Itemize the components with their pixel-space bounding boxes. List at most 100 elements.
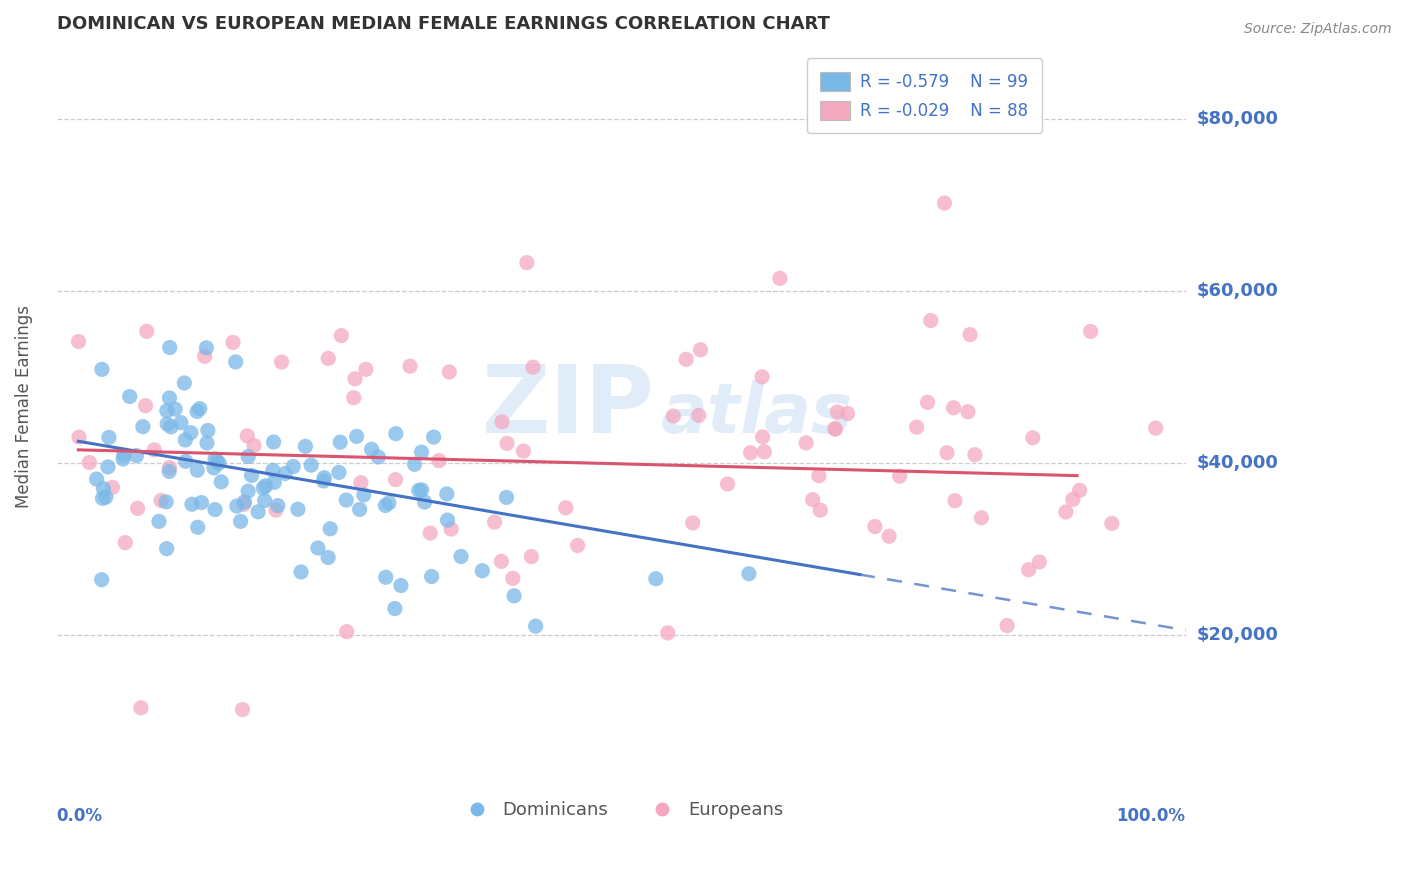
Dominicans [148, 515, 170, 529]
Europeans [936, 446, 959, 460]
Europeans [330, 328, 353, 343]
Europeans [837, 407, 859, 421]
Europeans [350, 475, 373, 490]
Dominicans [436, 513, 458, 527]
Europeans [67, 430, 90, 444]
Europeans [1080, 325, 1102, 339]
Europeans [827, 405, 849, 419]
Europeans [688, 409, 710, 423]
Dominicans [413, 495, 436, 509]
Dominicans [262, 463, 284, 477]
Europeans [129, 700, 152, 714]
Europeans [343, 391, 366, 405]
Dominicans [294, 439, 316, 453]
Dominicans [159, 341, 181, 355]
Dominicans [450, 549, 472, 564]
Dominicans [307, 541, 329, 555]
Dominicans [208, 456, 231, 470]
Dominicans [155, 495, 177, 509]
Dominicans [267, 499, 290, 513]
Europeans [554, 500, 576, 515]
Text: $60,000: $60,000 [1197, 282, 1279, 300]
Europeans [942, 401, 965, 415]
Europeans [67, 334, 90, 349]
Europeans [150, 493, 173, 508]
Europeans [484, 515, 506, 529]
Dominicans [209, 475, 232, 489]
Dominicans [94, 490, 117, 504]
Europeans [662, 409, 685, 423]
Dominicans [240, 468, 263, 483]
Europeans [943, 493, 966, 508]
Europeans [264, 503, 287, 517]
Europeans [516, 255, 538, 269]
Europeans [135, 325, 157, 339]
Dominicans [238, 450, 260, 464]
Dominicans [247, 505, 270, 519]
Dominicans [118, 390, 141, 404]
Europeans [863, 519, 886, 533]
Dominicans [195, 436, 218, 450]
Dominicans [187, 520, 209, 534]
Dominicans [188, 401, 211, 416]
Europeans [1022, 431, 1045, 445]
Dominicans [125, 449, 148, 463]
Europeans [520, 549, 543, 564]
Europeans [995, 618, 1018, 632]
Dominicans [156, 403, 179, 417]
Text: ZIP: ZIP [482, 361, 655, 453]
Europeans [824, 422, 846, 436]
Dominicans [252, 481, 274, 495]
Europeans [657, 626, 679, 640]
Europeans [801, 492, 824, 507]
Dominicans [299, 458, 322, 472]
Dominicans [360, 442, 382, 457]
Europeans [1054, 505, 1077, 519]
Dominicans [346, 429, 368, 443]
Dominicans [97, 430, 120, 444]
Europeans [963, 448, 986, 462]
Dominicans [86, 472, 108, 486]
Dominicans [254, 479, 277, 493]
Dominicans [316, 550, 339, 565]
Dominicans [93, 482, 115, 496]
Europeans [384, 473, 406, 487]
Europeans [399, 359, 422, 374]
Europeans [682, 516, 704, 530]
Dominicans [132, 419, 155, 434]
Text: $80,000: $80,000 [1197, 110, 1279, 128]
Europeans [114, 535, 136, 549]
Dominicans [389, 578, 412, 592]
Dominicans [335, 493, 357, 508]
Dominicans [328, 466, 350, 480]
Dominicans [90, 362, 112, 376]
Dominicans [263, 435, 285, 450]
Europeans [567, 539, 589, 553]
Europeans [233, 497, 256, 511]
Dominicans [229, 515, 252, 529]
Europeans [905, 420, 928, 434]
Text: 100.0%: 100.0% [1116, 806, 1185, 825]
Europeans [496, 436, 519, 450]
Dominicans [290, 565, 312, 579]
Dominicans [156, 417, 179, 431]
Text: atlas: atlas [661, 381, 853, 448]
Dominicans [374, 499, 396, 513]
Dominicans [274, 467, 297, 481]
Europeans [1144, 421, 1167, 435]
Europeans [675, 352, 697, 367]
Europeans [336, 624, 359, 639]
Dominicans [186, 463, 208, 477]
Europeans [419, 526, 441, 541]
Europeans [231, 702, 253, 716]
Europeans [502, 571, 524, 585]
Europeans [1028, 555, 1050, 569]
Europeans [440, 522, 463, 536]
Europeans [236, 429, 259, 443]
Europeans [689, 343, 711, 357]
Europeans [769, 271, 792, 285]
Europeans [959, 327, 981, 342]
Europeans [344, 372, 367, 386]
Europeans [824, 422, 846, 436]
Europeans [1062, 492, 1084, 507]
